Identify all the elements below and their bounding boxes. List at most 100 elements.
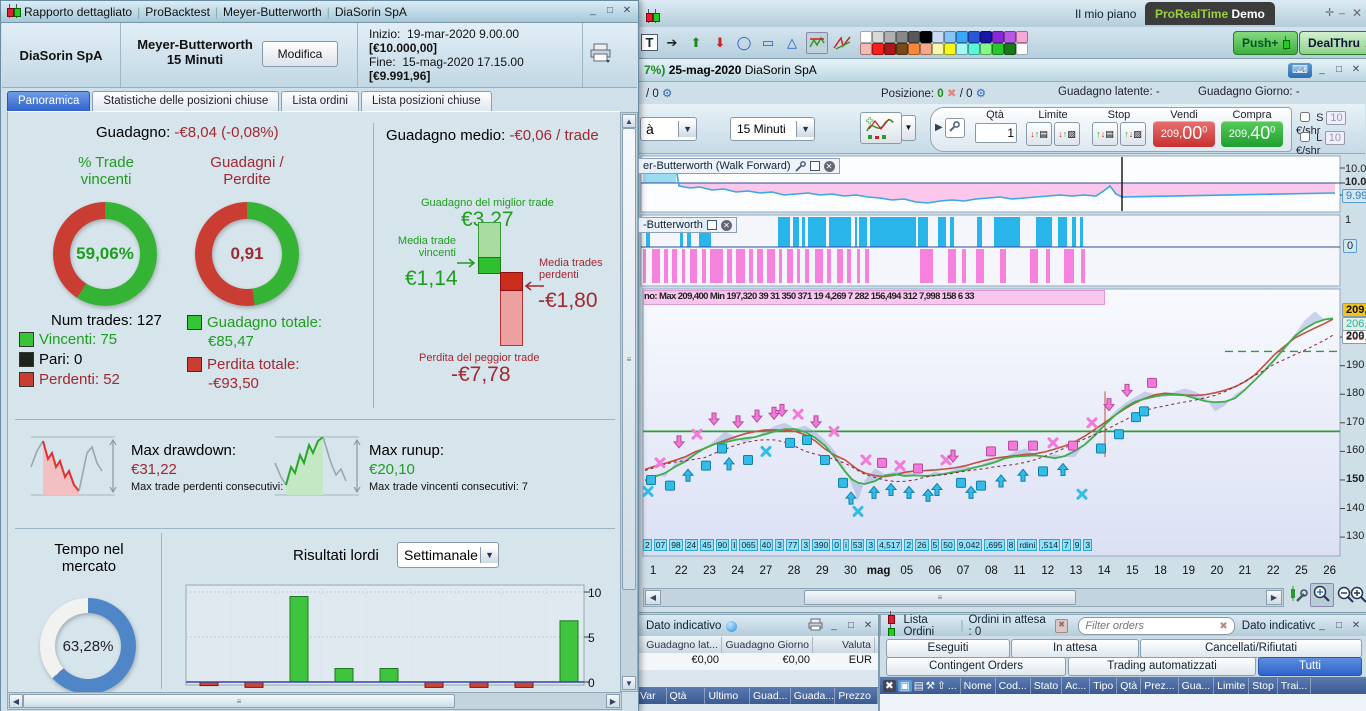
palette-color[interactable] (932, 43, 944, 55)
equity-panel[interactable] (637, 155, 1366, 213)
watchlist-col[interactable]: Guad... (750, 687, 791, 704)
scroll-left-icon[interactable]: ◀ (9, 694, 23, 708)
keyboard-icon[interactable]: ⌨ (1288, 62, 1312, 78)
zoom-fit-icon[interactable] (1310, 583, 1334, 607)
dealthru-button[interactable]: DealThru ⚡ (1299, 31, 1366, 55)
palette-color[interactable] (980, 43, 992, 55)
orders-panel-header[interactable]: Lista Ordini | Ordini in attesa : 0 ✖ ✖ … (880, 611, 1366, 638)
palette-color[interactable] (884, 31, 896, 43)
wrench-icon[interactable] (945, 118, 965, 138)
orders-col[interactable]: Ac... (1062, 677, 1091, 694)
chart-minimize-icon[interactable]: _ (1319, 63, 1325, 75)
text-tool-icon[interactable]: T (641, 34, 658, 51)
zigzag-tool-icon[interactable] (806, 31, 828, 54)
period-dropdown[interactable]: Settimanale ▼ (397, 542, 499, 568)
orders-col[interactable]: Gua... (1179, 677, 1215, 694)
orders-col[interactable]: Limite (1214, 677, 1250, 694)
palette-color[interactable] (1016, 31, 1028, 43)
hscroll-thumb[interactable]: ≡ (23, 694, 455, 708)
chart-close-icon[interactable]: ✕ (1351, 63, 1361, 75)
signal-panel[interactable] (637, 214, 1366, 288)
chart-maximize-icon[interactable]: □ (1335, 63, 1343, 75)
gear-icon2[interactable]: ⚙ (975, 88, 987, 100)
palette-color[interactable] (992, 31, 1004, 43)
orders-minimize-icon[interactable]: _ (1319, 619, 1325, 631)
palette-color[interactable] (980, 31, 992, 43)
orders-col[interactable]: Nome (961, 677, 996, 694)
palette-color[interactable] (860, 31, 872, 43)
watchlist-col[interactable]: Guada... (791, 687, 836, 704)
orders-col[interactable]: Cod... (996, 677, 1031, 694)
watchlist-col[interactable]: Var (637, 687, 667, 704)
palette-color[interactable] (992, 43, 1004, 55)
palette-color[interactable] (968, 31, 980, 43)
printer-icon[interactable] (590, 43, 612, 68)
walkforward-panel-label[interactable]: er-Butterworth (Walk Forward) ✕ (638, 158, 840, 174)
scroll-down-icon[interactable]: ▼ (622, 676, 636, 690)
timeframe-dropdown[interactable]: 15 Minuti ▼ (730, 117, 815, 141)
tab-lista-posizioni[interactable]: Lista posizioni chiuse (360, 91, 492, 111)
rectangle-tool-icon[interactable]: ▭ (761, 34, 775, 50)
quote-maximize-icon[interactable]: □ (847, 619, 855, 631)
palette-color[interactable] (944, 31, 956, 43)
quote-col[interactable]: Guadagno Giorno (722, 636, 813, 653)
palette-color[interactable] (872, 43, 884, 55)
report-minimize-icon[interactable]: _ (590, 5, 596, 16)
report-maximize-icon[interactable]: □ (606, 5, 614, 16)
pin-icon[interactable]: ✛ (1325, 7, 1335, 19)
s-checkbox[interactable] (1300, 112, 1310, 122)
orders-col[interactable]: Prez... (1141, 677, 1179, 694)
tab-panoramica[interactable]: Panoramica (7, 91, 91, 111)
watchlist-col[interactable]: Qtà (667, 687, 706, 704)
modify-button[interactable]: Modifica (262, 41, 338, 67)
expand-order-icon[interactable]: ▶ (935, 122, 943, 133)
close-icon[interactable]: ✕ (1352, 6, 1363, 20)
palette-color[interactable] (920, 31, 932, 43)
qty-input[interactable] (975, 123, 1017, 143)
chart-type-expand[interactable]: ▼ (901, 115, 916, 141)
vscroll-thumb[interactable]: ≡ (622, 128, 636, 590)
gross-results-chart[interactable] (184, 583, 604, 691)
palette-color[interactable] (896, 31, 908, 43)
tab-tutti[interactable]: Tutti (1258, 657, 1362, 676)
tab-prorealtime-demo[interactable]: ProRealTime Demo (1145, 2, 1275, 25)
color-palette[interactable] (860, 31, 1028, 55)
arrow-right-tool-icon[interactable]: ➔ (666, 34, 678, 50)
report-titlebar[interactable]: Rapporto dettagliato | ProBacktest | Meyer… (1, 1, 638, 23)
zoom-out-icon[interactable] (1335, 585, 1355, 610)
buy-button[interactable]: 209,400 (1221, 121, 1283, 147)
report-vscrollbar[interactable]: ▲ ≡ ▼ (620, 112, 638, 692)
maximize-panel-icon[interactable] (706, 220, 717, 230)
stop-order-edit-icon[interactable]: ↑ ↓ ▨ (1120, 122, 1146, 146)
report-close-icon[interactable]: ✕ (622, 5, 632, 16)
close-panel-icon[interactable]: ✕ (823, 160, 835, 172)
sell-button[interactable]: 209,000 (1153, 121, 1215, 147)
tab-trading-auto[interactable]: Trading automatizzati (1068, 657, 1256, 676)
quote-col[interactable]: Guadagno lat... (637, 636, 722, 653)
chart-settings-icon[interactable] (1288, 585, 1308, 605)
triangle-tool-icon[interactable]: △ (787, 34, 797, 50)
tab-cancellati[interactable]: Cancellati/Rifiutati (1140, 639, 1362, 658)
fork-tool-icon[interactable] (832, 33, 852, 53)
tab-eseguiti[interactable]: Eseguiti (886, 639, 1010, 658)
scroll-right-icon[interactable]: ▶ (606, 694, 620, 708)
palette-color[interactable] (1004, 31, 1016, 43)
orders-col[interactable]: Trai... (1278, 677, 1312, 694)
orders-col[interactable]: Stato (1031, 677, 1063, 694)
palette-color[interactable] (920, 43, 932, 55)
palette-color[interactable] (884, 43, 896, 55)
quote-col[interactable]: Valuta (813, 636, 875, 653)
chart-window-titlebar[interactable]: 7%) 25-mag-2020 DiaSorin SpA ⌨ _ □ ✕ (638, 59, 1366, 82)
maximize-panel-icon[interactable] (809, 161, 820, 171)
l-value[interactable]: 10 (1324, 131, 1345, 145)
palette-color[interactable] (1004, 43, 1016, 55)
limit-order-icon[interactable]: ↓ ↑ ▤ (1026, 122, 1052, 146)
orders-header-icons[interactable]: ✖ ▣ ▤ ⚒ ⇧... (880, 677, 961, 694)
palette-color[interactable] (932, 31, 944, 43)
price-chart[interactable] (637, 288, 1366, 557)
chart-hscrollbar[interactable]: ◀ ≡ ▶ (643, 588, 1284, 607)
gear-icon[interactable]: ⚙ (662, 88, 673, 100)
scroll-left-icon[interactable]: ◀ (645, 590, 661, 605)
push-button[interactable]: Push+ (1233, 31, 1299, 55)
orders-col[interactable]: Tipo (1090, 677, 1118, 694)
